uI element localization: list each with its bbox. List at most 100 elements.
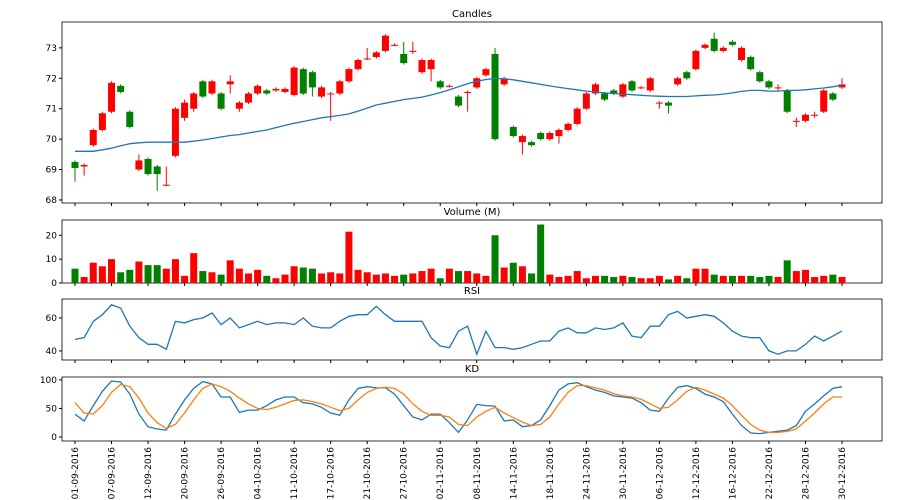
x-tick-label: 26-09-2016: [217, 447, 227, 500]
volume-bar: [418, 271, 426, 283]
volume-bar: [628, 277, 636, 283]
candle-body: [628, 81, 636, 91]
volume-bar: [391, 275, 399, 283]
volume-bar: [555, 277, 563, 283]
candle-body: [208, 81, 216, 94]
volume-bar: [455, 271, 462, 283]
candle-body: [491, 53, 499, 140]
y-tick-label: 100: [40, 376, 57, 386]
volume-bar: [226, 260, 234, 283]
volume-bar: [610, 277, 618, 283]
candle-body: [336, 81, 344, 94]
y-tick-label: 0: [51, 279, 57, 289]
volume-bar: [126, 269, 134, 283]
volume-bar: [765, 275, 773, 283]
candle-body: [464, 91, 472, 93]
volume-bar: [500, 267, 508, 283]
x-tick-label: 02-11-2016: [436, 447, 446, 500]
candle-body: [518, 136, 526, 143]
volume-bar: [591, 275, 599, 283]
volume-bar: [774, 277, 782, 283]
volume-bar: [482, 275, 490, 283]
volume-bar: [299, 267, 307, 283]
volume-bar: [427, 268, 435, 283]
candle-body: [637, 87, 645, 89]
x-tick-label: 11-10-2016: [290, 447, 300, 500]
candle-body: [829, 93, 837, 100]
candle-body: [299, 69, 307, 94]
candle-body: [400, 53, 408, 64]
volume-bar: [747, 275, 755, 283]
volume-bar: [811, 277, 819, 283]
volume-bar: [546, 274, 554, 283]
volume-bar: [308, 268, 316, 283]
candle-body: [381, 35, 389, 51]
x-tick-label: 30-12-2016: [838, 447, 848, 500]
candle-body: [573, 108, 581, 124]
candle-body: [582, 93, 590, 109]
candle-body: [71, 161, 79, 169]
y-tick-label: 10: [46, 255, 58, 265]
x-tick-label: 20-09-2016: [181, 447, 191, 500]
candle-body: [308, 72, 316, 88]
candle-body: [217, 93, 225, 109]
x-tick-label: 17-10-2016: [327, 447, 337, 500]
volume-bar: [838, 277, 846, 283]
volume-bar: [738, 275, 746, 283]
y-tick-label: 0: [51, 433, 57, 443]
volume-bar: [710, 274, 718, 283]
x-tick-label: 16-12-2016: [728, 447, 738, 500]
volume-bar: [345, 231, 353, 283]
y-tick-label: 70: [46, 135, 58, 145]
candle-body: [792, 120, 800, 122]
candle-body: [838, 84, 846, 88]
y-tick-label: 73: [46, 44, 57, 54]
candle-body: [117, 85, 125, 92]
volume-bar: [518, 266, 526, 283]
candle-body: [235, 102, 243, 109]
y-tick-label: 20: [46, 231, 58, 241]
candle-body: [226, 81, 234, 85]
candle-body: [765, 81, 773, 88]
volume-bar: [665, 279, 673, 283]
x-tick-label: 18-11-2016: [546, 447, 556, 500]
candle-body: [811, 114, 819, 116]
candle-body: [710, 38, 718, 51]
panel-title: Candles: [452, 9, 492, 20]
volume-bar: [117, 272, 125, 283]
plot-frame: [61, 219, 883, 284]
candle-body: [318, 87, 326, 97]
volume-bar: [135, 261, 143, 283]
candle-body: [820, 90, 828, 112]
candle-body: [655, 102, 663, 104]
indicator-line: [74, 383, 842, 434]
volume-bar: [436, 278, 444, 283]
volume-bar: [162, 268, 170, 283]
candle-body: [601, 93, 609, 100]
plot-frame: [61, 376, 883, 442]
volume-bar: [354, 269, 362, 283]
volume-bar: [792, 271, 800, 283]
candle-body: [80, 164, 88, 167]
panel-title: Volume (M): [444, 207, 501, 218]
y-tick-label: 50: [46, 404, 58, 414]
volume-bar: [646, 278, 654, 283]
candle-body: [683, 72, 691, 79]
candle-body: [162, 184, 170, 186]
volume-bar: [637, 278, 645, 283]
candle-body: [537, 133, 545, 140]
volume-bar: [528, 273, 536, 283]
candle-body: [244, 93, 252, 103]
candle-body: [591, 84, 599, 94]
volume-bar: [98, 266, 106, 283]
candle-body: [528, 142, 536, 146]
candle-body: [747, 56, 755, 70]
volume-bar: [728, 275, 736, 283]
x-tick-label: 24-11-2016: [582, 447, 592, 500]
candle-body: [774, 87, 782, 89]
x-tick-label: 08-11-2016: [473, 447, 483, 500]
candle-body: [153, 166, 161, 175]
candle-body: [555, 129, 563, 137]
candle-body: [181, 102, 189, 118]
